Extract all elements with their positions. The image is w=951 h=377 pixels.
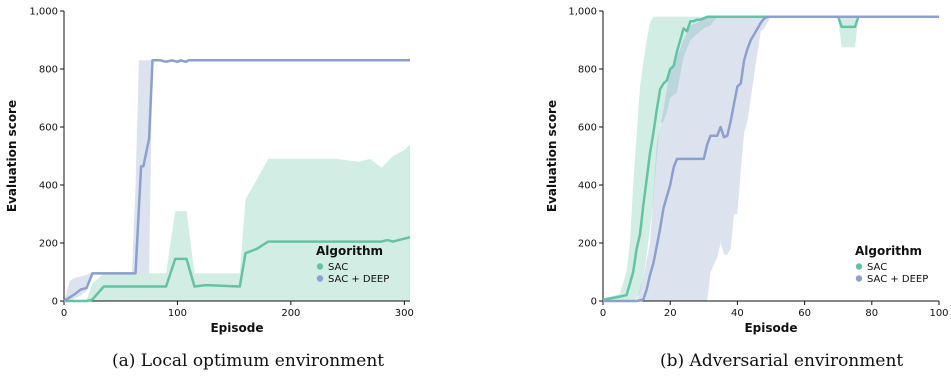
x-tick-label: 100 xyxy=(929,308,948,319)
legend-entry: SAC + DEEP xyxy=(328,274,389,285)
legend-title: Algorithm xyxy=(855,244,922,258)
x-tick-label: 80 xyxy=(865,308,878,319)
series-line-sac xyxy=(64,235,411,303)
series-line-sac xyxy=(602,15,939,301)
y-tick-label: 1,000 xyxy=(568,7,597,18)
y-tick-label: 800 xyxy=(39,65,58,76)
legend-marker xyxy=(316,275,324,282)
caption-local-optimum: (a) Local optimum environment xyxy=(112,351,385,371)
y-tick-label: 800 xyxy=(578,65,597,76)
confidence-band-sac xyxy=(603,16,939,302)
x-tick-label: 0 xyxy=(61,308,67,319)
x-axis-label: Episode xyxy=(744,321,797,335)
legend-title: Algorithm xyxy=(316,244,383,258)
chart-panel-local-optimum: 0 200 400 600 800 1,000 0 100 200 300 Episode Evalu… xyxy=(5,7,414,336)
x-tick-label: 40 xyxy=(731,308,744,319)
series-line-sac-deep xyxy=(603,15,939,303)
x-tick-label: 20 xyxy=(664,308,677,319)
caption-adversarial: (b) Adversarial environment xyxy=(660,351,904,371)
x-axis-label: Episode xyxy=(210,321,263,335)
legend-entry: SAC xyxy=(328,262,348,273)
legend-marker xyxy=(855,275,863,282)
chart-panel-adversarial: 0 200 400 600 800 1,000 0 20 40 60 80 100 Episode Eva… xyxy=(545,7,949,336)
legend-marker xyxy=(316,263,324,270)
y-tick-label: 0 xyxy=(591,297,597,308)
y-tick-label: 200 xyxy=(578,239,597,250)
y-axis-label: Evaluation score xyxy=(5,100,19,212)
x-tick-label: 300 xyxy=(395,308,414,319)
y-tick-label: 0 xyxy=(52,297,58,308)
y-tick-label: 600 xyxy=(578,123,597,134)
x-tick-label: 200 xyxy=(281,308,300,319)
x-tick-label: 60 xyxy=(798,308,811,319)
series-line-sac-deep xyxy=(63,59,410,303)
y-axis-label: Evaluation score xyxy=(545,100,559,212)
confidence-band-sac xyxy=(64,144,410,301)
y-tick-label: 200 xyxy=(39,239,58,250)
y-tick-label: 400 xyxy=(39,181,58,192)
legend-entry: SAC + DEEP xyxy=(867,274,928,285)
y-tick-label: 400 xyxy=(578,181,597,192)
legend-marker xyxy=(855,263,863,270)
legend-entry: SAC xyxy=(867,262,887,273)
y-tick-label: 600 xyxy=(39,123,58,134)
x-tick-label: 100 xyxy=(168,308,187,319)
y-tick-label: 1,000 xyxy=(29,7,58,18)
x-tick-label: 0 xyxy=(600,308,606,319)
confidence-band-sac-deep xyxy=(603,16,939,302)
